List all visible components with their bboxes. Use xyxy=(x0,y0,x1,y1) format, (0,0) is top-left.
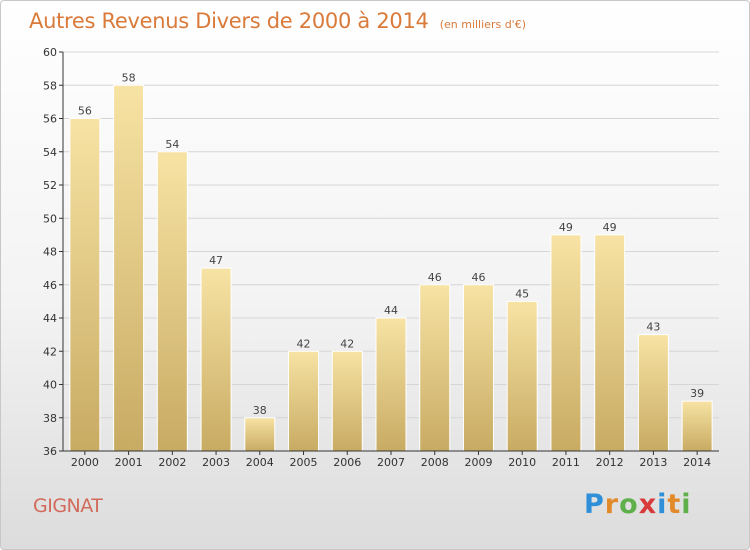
data-label: 44 xyxy=(384,304,398,317)
x-tick-label: 2010 xyxy=(508,456,536,469)
bar xyxy=(506,300,538,452)
data-label: 46 xyxy=(428,271,442,284)
x-tick-label: 2005 xyxy=(290,456,318,469)
y-tick-label: 40 xyxy=(43,379,57,392)
proxiti-logo: Proxiti xyxy=(584,489,692,520)
x-tick-label: 2006 xyxy=(333,456,361,469)
data-label: 54 xyxy=(165,138,179,151)
data-label: 56 xyxy=(78,105,92,118)
x-tick-label: 2008 xyxy=(421,456,449,469)
bar xyxy=(200,267,232,452)
data-label: 45 xyxy=(515,287,529,300)
logo-letter: i xyxy=(681,489,692,520)
data-label: 49 xyxy=(603,221,617,234)
x-tick-label: 2003 xyxy=(202,456,230,469)
bar xyxy=(244,417,276,452)
data-label: 42 xyxy=(297,337,311,350)
logo-letter: r xyxy=(604,489,620,520)
bar xyxy=(113,84,145,452)
x-tick-label: 2011 xyxy=(552,456,580,469)
data-label: 46 xyxy=(471,271,485,284)
x-tick-label: 2013 xyxy=(639,456,667,469)
x-tick-label: 2012 xyxy=(596,456,624,469)
chart-title: Autres Revenus Divers de 2000 à 2014 xyxy=(29,9,429,33)
logo-letter: o xyxy=(619,489,639,520)
y-tick-label: 54 xyxy=(43,146,57,159)
bar xyxy=(288,350,320,452)
y-tick-label: 60 xyxy=(43,46,57,59)
x-tick-label: 2000 xyxy=(71,456,99,469)
y-tick-label: 52 xyxy=(43,179,57,192)
x-tick-label: 2004 xyxy=(246,456,274,469)
data-label: 43 xyxy=(646,321,660,334)
x-tick-label: 2007 xyxy=(377,456,405,469)
y-tick-label: 42 xyxy=(43,345,57,358)
bar xyxy=(550,234,582,452)
y-tick-label: 46 xyxy=(43,279,57,292)
y-tick-label: 38 xyxy=(43,412,57,425)
logo-letter: i xyxy=(657,489,668,520)
bar xyxy=(331,350,363,452)
data-label: 38 xyxy=(253,404,267,417)
data-label: 47 xyxy=(209,254,223,267)
bar xyxy=(69,118,101,452)
x-tick-label: 2001 xyxy=(115,456,143,469)
bar xyxy=(637,334,669,452)
commune-name: GIGNAT xyxy=(33,495,103,517)
data-label: 39 xyxy=(690,387,704,400)
data-label: 58 xyxy=(122,71,136,84)
chart-subtitle: (en milliers d'€) xyxy=(439,18,526,31)
bar xyxy=(594,234,626,452)
bar xyxy=(419,284,451,452)
data-label: 49 xyxy=(559,221,573,234)
bar xyxy=(681,400,713,452)
y-tick-label: 48 xyxy=(43,246,57,259)
y-tick-label: 56 xyxy=(43,113,57,126)
y-tick-label: 58 xyxy=(43,79,57,92)
bar xyxy=(375,317,407,452)
y-tick-label: 36 xyxy=(43,445,57,458)
data-label: 42 xyxy=(340,337,354,350)
x-tick-label: 2002 xyxy=(158,456,186,469)
logo-letter: x xyxy=(638,489,658,520)
y-tick-label: 44 xyxy=(43,312,57,325)
bar xyxy=(462,284,494,452)
x-tick-label: 2014 xyxy=(683,456,711,469)
x-tick-label: 2009 xyxy=(464,456,492,469)
title-row: Autres Revenus Divers de 2000 à 2014 (en… xyxy=(29,9,526,33)
logo-letter: t xyxy=(667,489,682,520)
bar xyxy=(156,151,188,452)
logo-letter: P xyxy=(584,489,605,520)
y-tick-label: 50 xyxy=(43,212,57,225)
